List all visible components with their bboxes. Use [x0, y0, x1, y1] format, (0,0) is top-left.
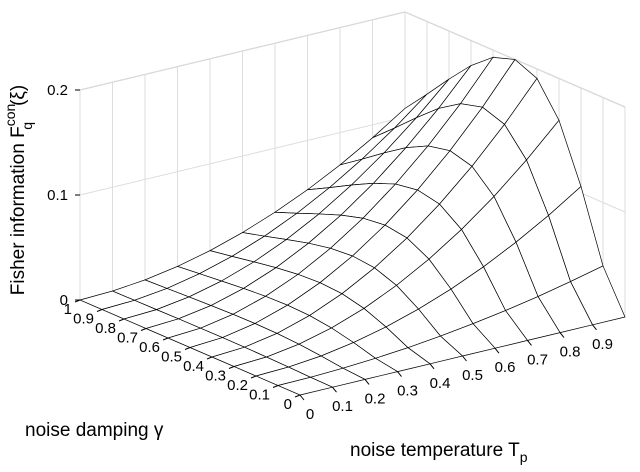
z-tick-label: 0.2: [47, 82, 68, 99]
z-tick-label: 0.1: [47, 187, 68, 204]
y-tick-label: 0.9: [73, 311, 94, 328]
y-tick: [206, 356, 213, 360]
x-tick-label: 0: [306, 406, 314, 423]
z-axis-label: Fisher information Fconq (ξ): [2, 85, 35, 296]
x-tick-label: 0.3: [397, 383, 418, 400]
x-tick-label: 0.9: [592, 336, 613, 353]
x-tick: [332, 386, 337, 393]
x-tick: [397, 371, 402, 377]
y-tick: [162, 337, 169, 341]
x-tick-label: 0.2: [365, 390, 386, 407]
y-tick-label: 0.4: [183, 358, 204, 375]
y-tick: [184, 347, 191, 350]
z-label-tail: (ξ): [8, 85, 29, 106]
surface-cell: [276, 376, 334, 396]
y-tick: [118, 318, 125, 322]
x-tick: [494, 347, 500, 354]
y-tick-label: 0.7: [117, 330, 138, 347]
y-tick-label: 0.5: [161, 349, 182, 366]
y-tick: [96, 309, 103, 312]
x-tick: [527, 340, 532, 346]
x-tick-label: 0.1: [332, 398, 353, 415]
grid-line: [79, 116, 406, 196]
z-label-sup: con: [2, 104, 18, 127]
surface: [78, 56, 626, 396]
x-axis-label: noise temperature Tp: [350, 440, 528, 465]
y-tick-label: 0.3: [205, 368, 226, 385]
y-tick-label: 0.8: [95, 320, 116, 337]
y-axis-label: noise damping γ: [25, 420, 164, 441]
y-tick: [294, 394, 301, 398]
x-tick-label: 0.8: [560, 344, 581, 361]
x-tick: [559, 332, 565, 338]
ticks: 0 0.1 0.2 0.3 0.4 0.5 0.6 0.7 0.8 0.900.10.20.30.…: [47, 82, 613, 423]
x-tick-label: 0.7: [527, 351, 548, 368]
y-tick-label: 1: [64, 301, 72, 318]
z-tick-label: 0: [60, 292, 68, 309]
x-tick: [429, 363, 435, 370]
x-tick: [299, 394, 305, 401]
x-tick-label: 0.5: [462, 367, 483, 384]
y-tick-label: 0.6: [139, 339, 160, 356]
y-tick: [250, 375, 257, 379]
x-label-sub: p: [520, 449, 528, 465]
z-label-sub: q: [19, 122, 35, 130]
y-tick-label: 0: [284, 396, 292, 413]
x-tick: [364, 379, 370, 385]
y-tick: [140, 328, 147, 331]
x-tick-label: 0.6: [495, 359, 516, 376]
grid-line: [79, 11, 406, 91]
y-tick: [228, 366, 235, 369]
y-tick-label: 0.1: [249, 387, 270, 404]
x-label-text: noise temperature T: [350, 440, 520, 461]
y-tick-label: 0.2: [227, 377, 248, 394]
y-tick: [272, 385, 279, 388]
x-tick: [592, 324, 597, 331]
x-tick-label: 0.4: [430, 375, 451, 392]
x-tick: [462, 355, 467, 362]
z-label-text: Fisher information F: [8, 126, 29, 295]
